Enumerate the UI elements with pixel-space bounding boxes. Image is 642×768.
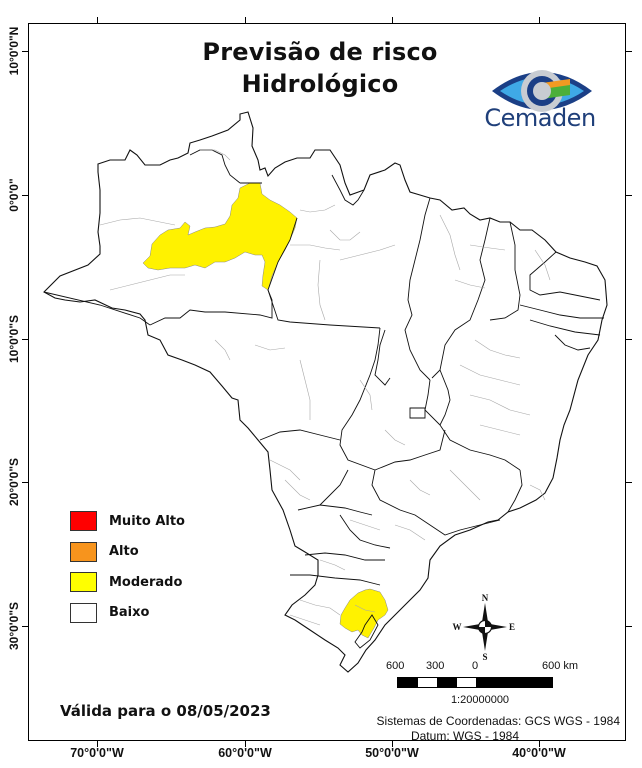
tick-right-10s [626,339,632,340]
title-line-1: Previsão de risco [202,38,438,66]
compass-w: W [453,622,462,632]
state-borders [43,149,604,649]
legend-swatch-alto [70,541,97,562]
cemaden-logo-icon [492,70,592,112]
legend-item-muito-alto: Muito Alto [70,506,185,537]
validity-date: Válida para o 08/05/2023 [60,702,271,720]
scale-label-300: 300 [426,660,445,672]
lon-label-70w: 70°0'0"W [70,746,124,760]
lon-label-60w: 60°0'0"W [218,746,272,760]
legend-swatch-baixo [70,602,97,623]
tick-left-20s [22,482,28,483]
tick-right-10n [626,51,632,52]
legend-label-moderado: Moderado [109,574,183,590]
lon-label-40w: 40°0'0"W [512,746,566,760]
datum: Datum: WGS - 1984 [410,729,520,743]
tick-bottom-70w [97,741,98,747]
legend-item-baixo: Baixo [70,598,185,629]
tick-top-60w [245,17,246,23]
tick-left-10s [22,339,28,340]
legend-label-muito-alto: Muito Alto [109,513,185,529]
risk-area-amazonas [142,182,298,291]
lon-label-50w: 50°0'0"W [365,746,419,760]
legend-label-baixo: Baixo [109,605,150,621]
tick-bottom-40w [539,741,540,747]
legend-item-moderado: Moderado [70,567,185,598]
tick-bottom-60w [245,741,246,747]
tick-left-30s [22,626,28,627]
legend-item-alto: Alto [70,537,185,568]
tick-left-0 [22,195,28,196]
coordinate-system: Sistemas de Coordenadas: GCS WGS - 1984 [376,714,620,728]
compass-n: N [482,593,489,603]
lat-label-10n: 10°0'0"N [7,26,21,76]
scale-label-600-left: 600 [386,660,405,672]
compass-e: E [509,622,515,632]
cemaden-logo-text: Cemaden [484,104,596,132]
title-line-2: Hidrológico [241,70,399,98]
scale-bar [397,677,553,688]
legend: Muito Alto Alto Moderado Baixo [70,506,185,628]
brazil-map [43,111,608,673]
lat-label-10s: 10°0'0"S [7,314,21,364]
tick-bottom-50w [392,741,393,747]
compass-s: S [482,652,487,662]
lat-label-30s: 30°0'0"S [7,601,21,651]
risk-area-rio-grande-do-sul [339,588,389,639]
scale-labels: 600 300 0 600 km [380,660,590,676]
legend-swatch-muito-alto [70,511,97,532]
legend-swatch-moderado [70,572,97,593]
lat-label-20s: 20°0'0"S [7,457,21,507]
tick-top-70w [97,17,98,23]
compass-rose-icon: N S W E [453,593,516,662]
tick-right-30s [626,626,632,627]
scale-label-600-right: 600 km [542,660,579,672]
region-borders [99,149,551,626]
scale-ratio: 1:20000000 [450,694,510,706]
tick-top-50w [392,17,393,23]
legend-label-alto: Alto [109,544,139,560]
tick-top-40w [539,17,540,23]
lat-label-0: 0°0'0" [7,178,21,212]
map-title: Previsão de risco Hidrológico [160,36,480,100]
scale-label-0: 0 [472,660,479,672]
tick-right-20s [626,482,632,483]
tick-left-10n [22,51,28,52]
tick-right-0 [626,195,632,196]
